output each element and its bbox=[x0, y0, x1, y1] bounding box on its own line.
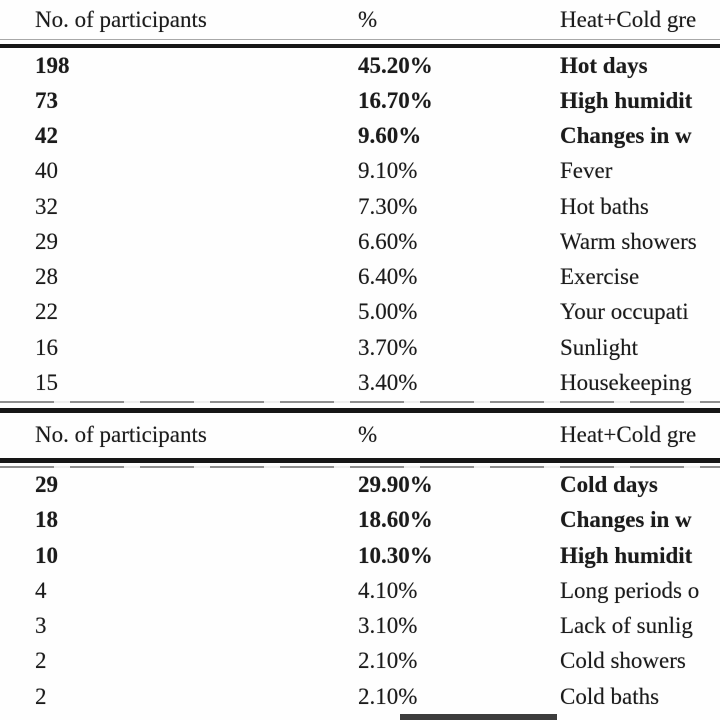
section2-body: 29 29.90% Cold days 18 18.60% Changes in… bbox=[0, 468, 720, 715]
table-row: 42 9.60% Changes in w bbox=[0, 119, 720, 154]
table-row: 15 3.40% Housekeeping bbox=[0, 365, 720, 400]
header1-thin-rule bbox=[0, 39, 720, 40]
percentage-cell: 5.00% bbox=[358, 299, 418, 325]
percentage-cell: 29.90% bbox=[358, 472, 433, 498]
trigger-label-cell: Hot days bbox=[560, 52, 648, 78]
participants-count-cell: 32 bbox=[35, 193, 58, 219]
table-row: 16 3.70% Sunlight bbox=[0, 330, 720, 365]
section-divider-broken-rule bbox=[0, 400, 720, 403]
percentage-cell: 4.10% bbox=[358, 577, 418, 603]
participants-count-cell: 15 bbox=[35, 369, 58, 395]
trigger-label-cell: Housekeeping bbox=[560, 369, 692, 395]
percentage-cell: 9.60% bbox=[358, 123, 422, 149]
percentage-cell: 7.30% bbox=[358, 193, 418, 219]
percentage-cell: 6.40% bbox=[358, 264, 418, 290]
table-row: 40 9.10% Fever bbox=[0, 154, 720, 189]
trigger-label-cell: Warm showers bbox=[560, 228, 697, 254]
participants-count-cell: 4 bbox=[35, 577, 47, 603]
table-row: 4 4.10% Long periods o bbox=[0, 573, 720, 608]
trigger-label-cell: Cold baths bbox=[560, 683, 660, 709]
col-header-participants: No. of participants bbox=[35, 422, 207, 447]
table-row: 18 18.60% Changes in w bbox=[0, 503, 720, 538]
col-header-percent: % bbox=[358, 6, 378, 32]
bottom-rule-fragment bbox=[400, 714, 557, 720]
trigger-label-cell: Sunlight bbox=[560, 334, 638, 360]
table-row: 2 2.10% Cold baths bbox=[0, 679, 720, 714]
table-row: 32 7.30% Hot baths bbox=[0, 189, 720, 224]
trigger-label-cell: Long periods o bbox=[560, 577, 700, 603]
percentage-cell: 2.10% bbox=[358, 648, 418, 674]
trigger-label-cell: Hot baths bbox=[560, 193, 649, 219]
trigger-label-cell: Changes in w bbox=[560, 507, 692, 533]
header2-broken-rule bbox=[0, 465, 720, 468]
trigger-label-cell: Fever bbox=[560, 158, 613, 184]
participants-count-cell: 40 bbox=[35, 158, 58, 184]
percentage-cell: 6.60% bbox=[358, 228, 418, 254]
col-header-group: Heat+Cold gre bbox=[560, 6, 697, 32]
percentage-cell: 45.20% bbox=[358, 52, 433, 78]
trigger-label-cell: Your occupati bbox=[560, 299, 689, 325]
section1-body: 198 45.20% Hot days 73 16.70% High humid… bbox=[0, 48, 720, 401]
table-row: 73 16.70% High humidit bbox=[0, 83, 720, 118]
trigger-label-cell: Exercise bbox=[560, 264, 640, 290]
participants-count-cell: 3 bbox=[35, 613, 47, 639]
participants-count-cell: 10 bbox=[35, 542, 58, 568]
participants-count-cell: 2 bbox=[35, 683, 47, 709]
trigger-label-cell: High humidit bbox=[560, 87, 693, 113]
header2-thick-rule bbox=[0, 457, 720, 463]
section1-header-row: No. of participants % Heat+Cold gre bbox=[0, 0, 720, 39]
table-row: 29 29.90% Cold days bbox=[0, 468, 720, 503]
participants-count-cell: 198 bbox=[35, 52, 70, 78]
percentage-cell: 18.60% bbox=[358, 507, 433, 533]
table-row: 22 5.00% Your occupati bbox=[0, 295, 720, 330]
participants-count-cell: 18 bbox=[35, 507, 58, 533]
participants-count-cell: 29 bbox=[35, 472, 58, 498]
table-row: 28 6.40% Exercise bbox=[0, 260, 720, 295]
percentage-cell: 10.30% bbox=[358, 542, 433, 568]
trigger-label-cell: High humidit bbox=[560, 542, 693, 568]
col-header-percent: % bbox=[358, 422, 378, 447]
table-row: 3 3.10% Lack of sunlig bbox=[0, 609, 720, 644]
trigger-label-cell: Cold days bbox=[560, 472, 658, 498]
section2-header-row: No. of participants % Heat+Cold gre bbox=[0, 413, 720, 458]
col-header-participants: No. of participants bbox=[35, 6, 207, 32]
participants-count-cell: 28 bbox=[35, 264, 58, 290]
trigger-label-cell: Changes in w bbox=[560, 123, 692, 149]
percentage-cell: 16.70% bbox=[358, 87, 433, 113]
participants-count-cell: 2 bbox=[35, 648, 47, 674]
table-row: 198 45.20% Hot days bbox=[0, 48, 720, 83]
trigger-label-cell: Lack of sunlig bbox=[560, 613, 693, 639]
participants-count-cell: 29 bbox=[35, 228, 58, 254]
trigger-label-cell: Cold showers bbox=[560, 648, 686, 674]
table-row: 10 10.30% High humidit bbox=[0, 538, 720, 573]
table-row: 2 2.10% Cold showers bbox=[0, 644, 720, 679]
col-header-group: Heat+Cold gre bbox=[560, 422, 697, 447]
participants-count-cell: 73 bbox=[35, 87, 58, 113]
participants-count-cell: 42 bbox=[35, 123, 58, 149]
section-divider-thick-rule bbox=[0, 407, 720, 413]
table-row: 29 6.60% Warm showers bbox=[0, 224, 720, 259]
participants-count-cell: 22 bbox=[35, 299, 58, 325]
percentage-cell: 2.10% bbox=[358, 683, 418, 709]
percentage-cell: 3.40% bbox=[358, 369, 418, 395]
percentage-cell: 3.70% bbox=[358, 334, 418, 360]
percentage-cell: 3.10% bbox=[358, 613, 418, 639]
participants-count-cell: 16 bbox=[35, 334, 58, 360]
header1-thick-rule bbox=[0, 44, 720, 48]
percentage-cell: 9.10% bbox=[358, 158, 418, 184]
